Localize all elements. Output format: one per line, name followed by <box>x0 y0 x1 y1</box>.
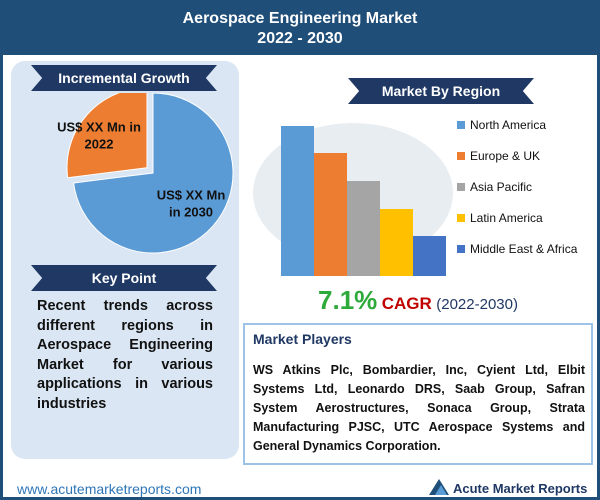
legend-swatch <box>457 214 465 222</box>
legend-label: Asia Pacific <box>470 180 532 194</box>
cagr-label: CAGR <box>381 294 432 313</box>
cagr-value: 7.1% <box>318 285 378 315</box>
region-ribbon: Market By Region <box>348 78 534 104</box>
pie-chart: US$ XX Mn in 2030 US$ XX Mn in 2022 <box>57 93 234 254</box>
legend-label: North America <box>470 118 546 132</box>
subtitle: 2022 - 2030 <box>257 30 343 47</box>
header-text: Aerospace Engineering Market 2022 - 2030 <box>3 9 597 49</box>
legend-label: Europe & UK <box>470 149 540 163</box>
bar-chart: North America Europe & UK Asia Pacific Lati… <box>253 118 578 276</box>
bar <box>413 236 446 276</box>
legend-swatch <box>457 152 465 160</box>
bar <box>380 209 413 276</box>
pie-slice <box>66 93 148 179</box>
legend-swatch <box>457 245 465 253</box>
pie-slice <box>73 93 234 254</box>
slice-label: US$ XX Mn in 2030 <box>157 187 226 219</box>
footer-url: www.acutemarketreports.com <box>17 481 202 497</box>
footer-brand: Acute Market Reports <box>453 481 588 496</box>
bar <box>281 126 314 276</box>
bar <box>314 153 347 276</box>
header <box>3 3 597 55</box>
players-text: WS Atkins Plc, Bombardier, Inc, Cyient L… <box>253 363 585 453</box>
legend-label: Latin America <box>470 211 543 225</box>
bar <box>347 181 380 276</box>
players-box <box>243 323 593 465</box>
slice-label: US$ XX Mn in 2022 <box>57 119 141 151</box>
title: Aerospace Engineering Market <box>182 10 418 27</box>
key-ribbon: Key Point <box>31 265 217 291</box>
players-title: Market Players <box>253 331 352 347</box>
cagr: 7.1% CAGR (2022-2030) <box>243 285 593 316</box>
legend-swatch <box>457 183 465 191</box>
legend-swatch <box>457 121 465 129</box>
growth-ribbon: Incremental Growth <box>31 65 217 91</box>
logo <box>429 479 449 495</box>
key-text: Recent trends across different regions i… <box>37 298 213 412</box>
legend-label: Middle East & Africa <box>470 242 578 256</box>
cagr-period: (2022-2030) <box>436 296 518 313</box>
